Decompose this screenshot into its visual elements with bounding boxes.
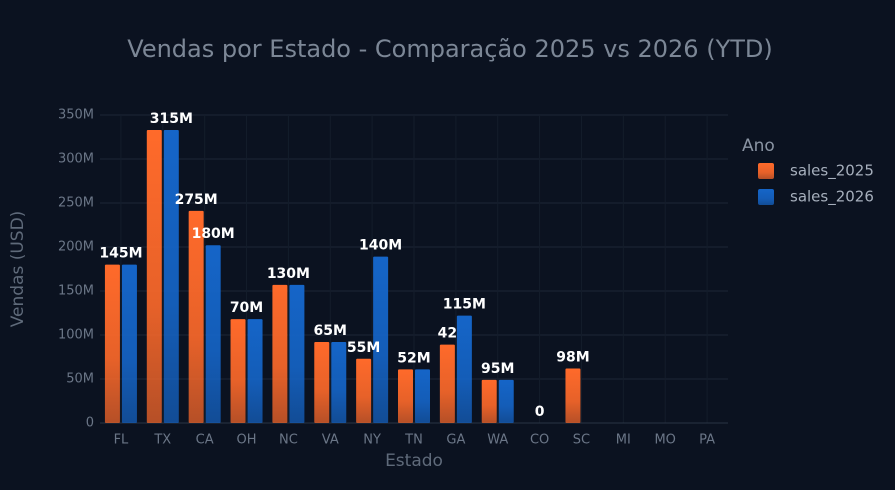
data-label: 115M — [443, 297, 486, 313]
bar — [205, 245, 221, 423]
y-axis-title: Vendas (USD) — [8, 211, 28, 328]
legend-title: Ano — [742, 136, 775, 156]
x-tick-label: NY — [363, 433, 381, 448]
bar — [314, 342, 330, 423]
bar — [104, 264, 120, 423]
x-tick-label: PA — [699, 433, 715, 448]
bar — [415, 369, 430, 423]
bar — [498, 379, 514, 423]
data-label: 130M — [267, 266, 310, 282]
bar — [456, 315, 472, 423]
legend-label: sales_2025 — [790, 162, 874, 181]
data-label: 42 — [438, 326, 457, 342]
x-tick-label: TX — [153, 433, 171, 448]
x-tick-label: WA — [487, 433, 508, 448]
y-tick-label: 150M — [58, 284, 94, 299]
bar — [565, 368, 581, 423]
x-tick-label: MO — [654, 433, 675, 448]
data-label: 65M — [314, 323, 347, 339]
y-tick-label: 100M — [58, 328, 94, 343]
x-tick-label: GA — [446, 433, 465, 448]
data-label: 95M — [481, 361, 514, 377]
y-tick-label: 350M — [58, 108, 94, 123]
y-tick-label: 0 — [86, 416, 94, 431]
bar — [481, 379, 497, 423]
x-tick-label: VA — [322, 433, 339, 448]
data-label: 180M — [192, 226, 235, 242]
legend-label: sales_2026 — [790, 188, 874, 207]
x-tick-label: CA — [196, 433, 214, 448]
bar — [331, 342, 347, 423]
legend-swatch — [758, 189, 774, 205]
data-label: 98M — [556, 349, 589, 365]
bar — [163, 129, 179, 423]
x-tick-label: SC — [573, 433, 590, 448]
data-label: 275M — [175, 192, 218, 208]
x-tick-label: MI — [616, 433, 631, 448]
data-label: 55M — [347, 340, 380, 356]
bar — [289, 284, 305, 423]
legend-swatch — [758, 163, 774, 179]
data-label: 145M — [99, 246, 142, 262]
data-label: 70M — [230, 300, 263, 316]
x-tick-label: CO — [530, 433, 549, 448]
data-label: 52M — [397, 350, 430, 366]
x-tick-label: FL — [114, 433, 129, 448]
data-label: 315M — [150, 111, 193, 127]
x-tick-label: NC — [279, 433, 298, 448]
x-tick-label: TN — [404, 433, 423, 448]
bar — [356, 358, 372, 423]
y-tick-label: 300M — [58, 152, 94, 167]
data-label: 0 — [535, 404, 545, 420]
bar — [121, 264, 137, 423]
bar — [146, 129, 162, 423]
x-axis-title: Estado — [385, 451, 443, 471]
bar — [247, 319, 263, 423]
y-tick-label: 50M — [66, 372, 94, 387]
bar — [373, 256, 389, 423]
chart-title: Vendas por Estado - Comparação 2025 vs 2… — [127, 35, 772, 63]
bar — [398, 369, 413, 423]
bar — [230, 319, 246, 423]
bar — [188, 210, 204, 423]
x-tick-label: OH — [237, 433, 257, 448]
y-tick-label: 250M — [58, 196, 94, 211]
bar — [439, 344, 455, 423]
y-tick-label: 200M — [58, 240, 94, 255]
data-label: 140M — [359, 238, 402, 254]
bar — [272, 284, 288, 423]
